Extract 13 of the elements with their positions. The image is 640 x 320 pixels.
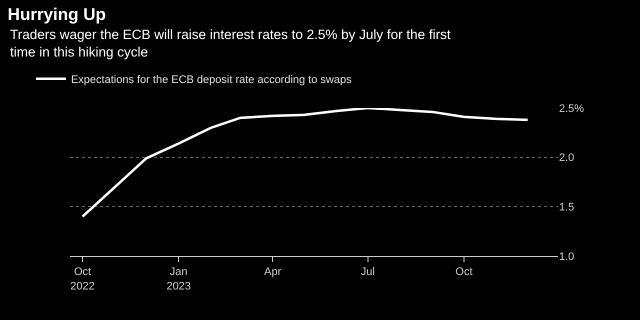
x-tick-label: Jul bbox=[360, 266, 375, 278]
y-tick-label: 1.5 bbox=[559, 202, 574, 214]
x-tick-label: Jan 2023 bbox=[166, 266, 191, 292]
chart-subtitle: Traders wager the ECB will raise interest rates to 2.5% by July for the first time in this hiking cycle bbox=[10, 27, 451, 60]
line-series bbox=[81, 108, 529, 218]
x-tick-label: Apr bbox=[264, 266, 282, 278]
x-tick-label: Oct 2022 bbox=[70, 266, 95, 292]
legend-label: Expectations for the ECB deposit rate according to swaps bbox=[70, 74, 352, 86]
y-tick-label: 2.5% bbox=[559, 102, 584, 115]
x-tick-label: Oct bbox=[455, 266, 473, 278]
chart-title: Hurrying Up bbox=[8, 4, 106, 24]
y-tick-label: 1.0 bbox=[559, 250, 574, 263]
y-tick-label: 2.0 bbox=[559, 152, 574, 164]
